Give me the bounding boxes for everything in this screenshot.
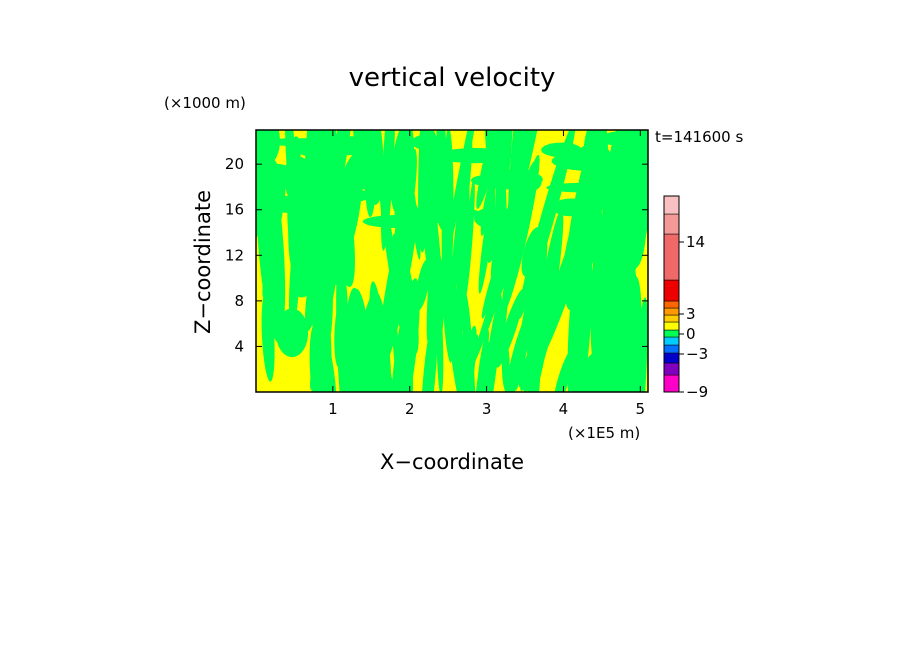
negative-velocity-band: [391, 130, 413, 196]
chart-title: vertical velocity: [349, 63, 556, 93]
negative-velocity-band: [518, 337, 539, 388]
y-tick-label: 20: [225, 155, 244, 173]
colorbar-frame: [663, 195, 680, 393]
y-tick-label: 4: [234, 337, 244, 355]
y-unit-label: (×1000 m): [164, 94, 246, 112]
negative-velocity-band: [490, 239, 505, 294]
negative-velocity-patch: [471, 175, 499, 186]
y-tick-label: 16: [225, 201, 244, 219]
negative-velocity-band: [462, 290, 477, 392]
negative-velocity-patch: [282, 170, 366, 194]
negative-velocity-band: [420, 313, 438, 392]
colorbar-swatch: [663, 336, 680, 346]
negative-velocity-band: [382, 205, 418, 367]
negative-velocity-band: [501, 341, 510, 392]
negative-velocity-patch: [344, 136, 383, 148]
y-axis: 4 8 12 16 20: [225, 155, 648, 355]
colorbar-label: −9: [686, 383, 708, 401]
x-axis: 1 2 3 4 5: [328, 130, 645, 418]
negative-velocity-patch: [511, 173, 542, 193]
negative-velocity-band: [427, 268, 438, 315]
colorbar-labels: 14 3 0 −3 −9: [679, 233, 708, 401]
negative-velocity-band: [256, 138, 286, 342]
x-axis-label: X−coordinate: [380, 450, 524, 474]
negative-velocity-patch: [286, 160, 328, 172]
negative-velocity-band: [436, 298, 444, 392]
negative-velocity-patch: [263, 138, 332, 147]
y-tick-label: 8: [234, 292, 244, 310]
colorbar-label: −3: [686, 345, 708, 363]
negative-velocity-band: [501, 154, 540, 314]
negative-velocity-band: [369, 281, 393, 392]
negative-velocity-band: [390, 278, 420, 392]
negative-velocity-band: [475, 341, 492, 392]
negative-velocity-patch: [437, 148, 513, 164]
colorbar-swatch: [663, 300, 680, 309]
colorbar-swatch: [663, 195, 680, 215]
negative-velocity-patch: [256, 195, 325, 212]
colorbar-swatch: [663, 352, 680, 364]
colorbar-swatch: [663, 362, 680, 376]
colorbar-label: 14: [686, 233, 705, 251]
negative-velocity-patch: [552, 198, 591, 217]
colorbar-swatch: [663, 344, 680, 354]
negative-velocity-band: [514, 285, 535, 391]
x-tick-label: 1: [328, 400, 338, 418]
x-tick-label: 2: [405, 400, 415, 418]
velocity-field: [256, 130, 648, 392]
negative-velocity-band: [445, 263, 467, 392]
colorbar-swatch: [663, 279, 680, 302]
negative-velocity-patch: [370, 183, 413, 201]
negative-velocity-patch: [411, 134, 444, 151]
plot-area: [256, 130, 648, 392]
colorbar-swatch: [663, 329, 680, 338]
x-tick-label: 4: [559, 400, 569, 418]
plot-frame: [255, 129, 649, 393]
x-tick-label: 3: [482, 400, 492, 418]
negative-velocity-band: [630, 297, 648, 392]
colorbar-label: 0: [686, 325, 696, 343]
negative-velocity-patch: [474, 206, 517, 230]
negative-velocity-patch: [362, 215, 436, 228]
negative-velocity-patch: [601, 160, 648, 183]
colorbar-swatch: [663, 321, 680, 331]
colorbar-swatches: [663, 195, 680, 393]
time-label: t=141600 s: [655, 128, 743, 146]
negative-velocity-patch: [541, 142, 582, 158]
y-axis-label: Z−coordinate: [191, 190, 215, 334]
negative-velocity-band: [350, 288, 372, 392]
y-tick-label: 12: [225, 246, 244, 264]
negative-velocity-band: [381, 215, 402, 358]
colorbar-swatch: [663, 213, 680, 235]
colorbar-swatch: [663, 374, 680, 393]
negative-velocity-band: [518, 130, 576, 320]
colorbar-swatch: [663, 233, 680, 281]
colorbar: 14 3 0 −3 −9: [663, 195, 708, 401]
x-unit-label: (×1E5 m): [568, 424, 640, 442]
negative-velocity-band: [479, 294, 503, 392]
negative-velocity-patch: [597, 130, 648, 148]
colorbar-label: 3: [686, 305, 696, 323]
colorbar-swatch: [663, 307, 680, 316]
negative-velocity-band: [415, 258, 431, 311]
negative-velocity-band: [508, 130, 531, 238]
negative-velocity-band: [390, 298, 407, 392]
x-tick-label: 5: [636, 400, 646, 418]
negative-velocity-band: [380, 130, 396, 251]
negative-velocity-patch: [577, 143, 611, 164]
negative-velocity-band: [609, 275, 642, 392]
colorbar-swatch: [663, 314, 680, 323]
negative-velocity-band: [325, 240, 334, 339]
negative-velocity-band: [310, 253, 332, 384]
negative-velocity-patch: [546, 182, 614, 193]
